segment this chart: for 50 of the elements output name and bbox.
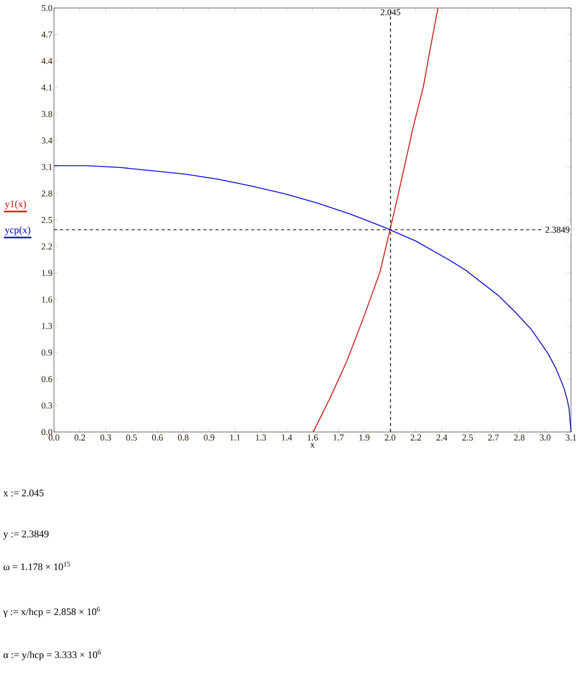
- y-tick-label: 4.4: [41, 58, 52, 64]
- text: y1(x): [4, 200, 26, 210]
- x-tick-label: 1.1: [230, 434, 240, 441]
- y-tick-label: 0.3: [42, 402, 52, 409]
- x-tick-label: 0.3: [100, 434, 111, 441]
- y-tick-label: 2.8: [42, 190, 52, 197]
- y-tick-label: 1.9: [42, 270, 52, 276]
- x-axis-title: x: [310, 443, 315, 448]
- x-tick-label: 0.0: [48, 434, 60, 441]
- x-tick-label: 1.7: [334, 434, 344, 441]
- x-tick-label: 1.6: [308, 434, 318, 441]
- ref-line-label: 2.3849: [546, 226, 570, 233]
- x-tick-label: 0.2: [74, 434, 85, 441]
- y-tick-label: 0.9: [42, 349, 52, 356]
- x-tick-label: 3.1: [566, 434, 576, 441]
- x-tick-label: 2.2: [410, 434, 421, 441]
- text: y := 2.3849: [3, 530, 49, 540]
- ref-line-label: 2.045: [380, 9, 400, 16]
- x-tick-label: 1.3: [256, 434, 266, 441]
- x-tick-label: 0.9: [204, 434, 214, 441]
- x-tick-label: 2.8: [514, 434, 525, 441]
- y-tick-label: 2.2: [42, 243, 52, 250]
- y-tick-label: 5.0: [42, 4, 52, 12]
- x-tick-label: 1.9: [359, 434, 370, 441]
- y-tick-label: 1.3: [42, 322, 52, 330]
- x-tick-label: 2.0: [384, 434, 396, 441]
- line-series: [54, 165, 572, 432]
- x-tick-label: 1.4: [282, 434, 292, 441]
- x-tick-label: 3.0: [540, 434, 550, 441]
- y-tick-label: 4.1: [41, 84, 52, 91]
- x-tick-label: 2.7: [488, 434, 499, 441]
- y-tick-label: 3.1: [42, 164, 52, 170]
- x-tick-label: 0.6: [152, 434, 163, 441]
- y-tick-label: 0.6: [42, 376, 52, 382]
- line-series: [312, 8, 438, 432]
- y-tick-label: 3.4: [42, 137, 52, 144]
- y-tick-label: 0.0: [42, 428, 52, 436]
- x-tick-label: 2.5: [462, 434, 473, 441]
- x-tick-label: 0.8: [178, 434, 189, 441]
- x-tick-label: 0.5: [126, 434, 137, 441]
- text: γ := x/hcp = 2.858 × 10$^{6}$: [3, 606, 100, 618]
- text: ω = 1.178 × 10$^{15}$: [4, 562, 70, 570]
- y-tick-label: 1.6: [42, 296, 52, 303]
- y-tick-label: 4.7: [41, 31, 52, 38]
- y-tick-label: 3.8: [42, 110, 52, 118]
- x-tick-label: 2.4: [436, 434, 448, 441]
- text: ycp(x): [4, 226, 30, 236]
- text: x := 2.045: [3, 490, 44, 496]
- text: α := y/hcp = 3.333 × 10$^{6}$: [4, 650, 101, 660]
- y-tick-label: 2.5: [42, 216, 52, 224]
